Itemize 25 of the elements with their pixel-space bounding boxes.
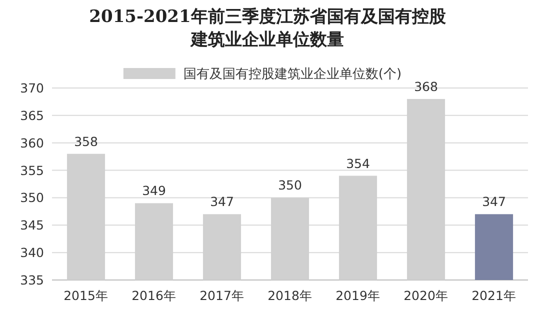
- data-label: 347: [482, 194, 506, 210]
- x-tick-label: 2021年: [472, 288, 516, 303]
- y-tick-label: 345: [20, 218, 44, 233]
- y-tick-label: 355: [20, 162, 44, 178]
- y-tick-label: 365: [20, 108, 44, 123]
- data-label: 349: [142, 183, 166, 198]
- x-tick-label: 2019年: [336, 288, 380, 303]
- data-label: 347: [210, 194, 234, 210]
- data-label: 354: [346, 156, 370, 171]
- data-label: 368: [414, 78, 438, 94]
- y-tick-label: 360: [20, 135, 44, 150]
- title: 2015-2021年前三季度江苏省国有及国有控股建筑业企业单位数量: [89, 7, 446, 50]
- y-tick-label: 335: [20, 272, 44, 288]
- data-label: 358: [74, 134, 98, 149]
- y-tick-label: 350: [20, 190, 44, 206]
- legend-label: 国有及国有控股建筑业企业单位数(个): [183, 67, 402, 82]
- y-tick-label: 370: [20, 80, 44, 96]
- x-tick-label: 2016年: [132, 288, 176, 303]
- data-label: 350: [278, 178, 302, 193]
- x-tick-label: 2018年: [268, 288, 312, 303]
- legend: 国有及国有控股建筑业企业单位数(个): [123, 67, 402, 82]
- x-tick-label: 2017年: [200, 288, 244, 303]
- y-tick-label: 340: [20, 245, 44, 260]
- x-tick-label: 2020年: [404, 288, 448, 303]
- x-tick-label: 2015年: [64, 288, 108, 303]
